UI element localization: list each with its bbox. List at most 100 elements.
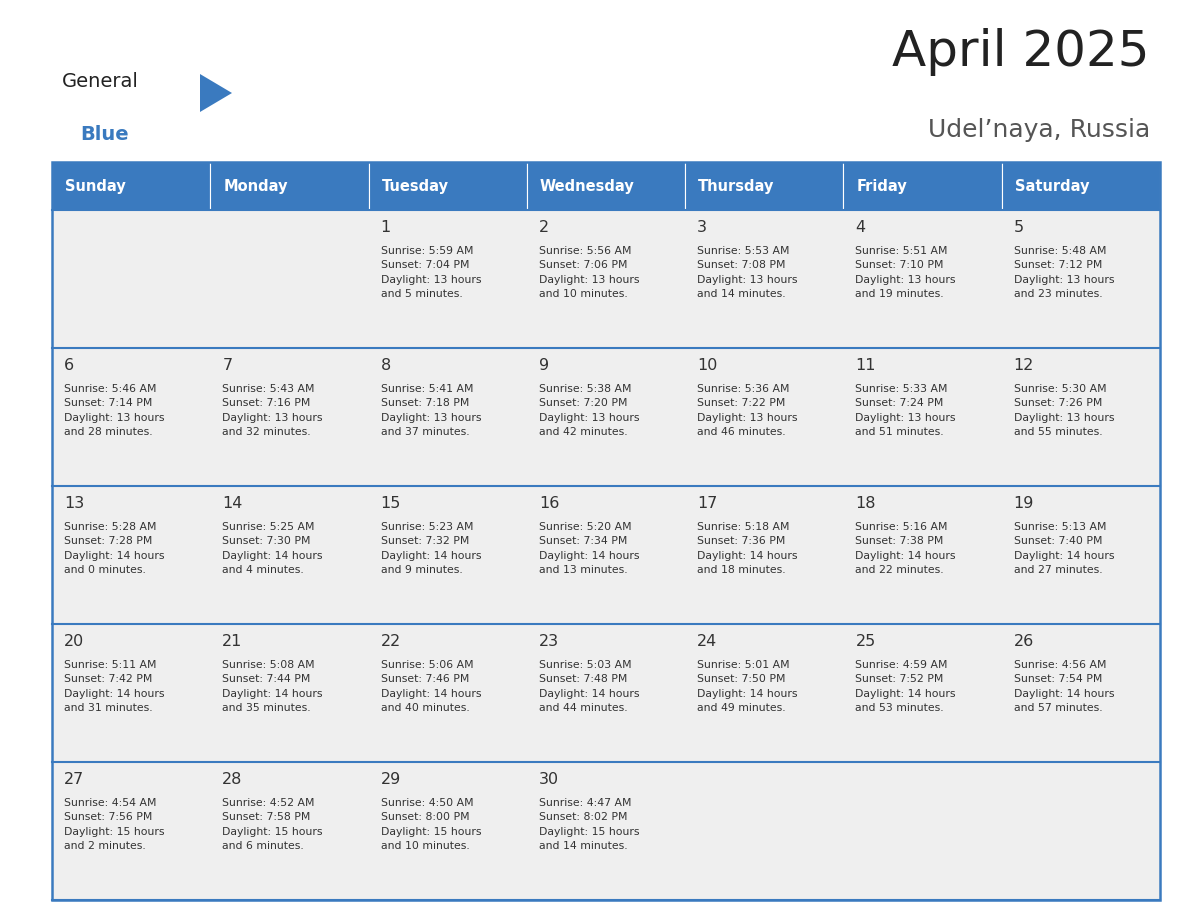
Text: 20: 20 (64, 634, 84, 649)
Bar (368, 210, 526, 348)
Text: 29: 29 (380, 772, 400, 787)
Bar (368, 348, 526, 486)
Text: 9: 9 (539, 358, 549, 373)
Text: 21: 21 (222, 634, 242, 649)
Bar (52, 162, 1159, 900)
Bar (368, 162, 526, 210)
Text: Sunrise: 5:59 AM
Sunset: 7:04 PM
Daylight: 13 hours
and 5 minutes.: Sunrise: 5:59 AM Sunset: 7:04 PM Dayligh… (380, 246, 481, 299)
Text: Tuesday: Tuesday (381, 178, 449, 194)
Bar (843, 348, 1001, 486)
Text: Sunrise: 5:48 AM
Sunset: 7:12 PM
Daylight: 13 hours
and 23 minutes.: Sunrise: 5:48 AM Sunset: 7:12 PM Dayligh… (1013, 246, 1114, 299)
Text: Sunrise: 5:28 AM
Sunset: 7:28 PM
Daylight: 14 hours
and 0 minutes.: Sunrise: 5:28 AM Sunset: 7:28 PM Dayligh… (64, 522, 164, 576)
Text: 28: 28 (222, 772, 242, 787)
Text: 26: 26 (1013, 634, 1034, 649)
Bar (210, 162, 368, 210)
Text: Friday: Friday (857, 178, 908, 194)
Bar (843, 762, 1001, 900)
Text: Sunrise: 5:08 AM
Sunset: 7:44 PM
Daylight: 14 hours
and 35 minutes.: Sunrise: 5:08 AM Sunset: 7:44 PM Dayligh… (222, 660, 323, 713)
Text: Sunrise: 5:51 AM
Sunset: 7:10 PM
Daylight: 13 hours
and 19 minutes.: Sunrise: 5:51 AM Sunset: 7:10 PM Dayligh… (855, 246, 956, 299)
Text: 7: 7 (222, 358, 233, 373)
Bar (685, 210, 843, 348)
Text: Sunrise: 5:06 AM
Sunset: 7:46 PM
Daylight: 14 hours
and 40 minutes.: Sunrise: 5:06 AM Sunset: 7:46 PM Dayligh… (380, 660, 481, 713)
Bar (1001, 348, 1159, 486)
Polygon shape (200, 74, 232, 112)
Text: Sunrise: 5:01 AM
Sunset: 7:50 PM
Daylight: 14 hours
and 49 minutes.: Sunrise: 5:01 AM Sunset: 7:50 PM Dayligh… (697, 660, 797, 713)
Bar (52, 162, 210, 210)
Bar (1001, 210, 1159, 348)
Bar (685, 162, 843, 210)
Text: Sunrise: 5:33 AM
Sunset: 7:24 PM
Daylight: 13 hours
and 51 minutes.: Sunrise: 5:33 AM Sunset: 7:24 PM Dayligh… (855, 384, 956, 437)
Text: April 2025: April 2025 (892, 28, 1150, 76)
Text: Udel’naya, Russia: Udel’naya, Russia (928, 118, 1150, 142)
Text: 11: 11 (855, 358, 876, 373)
Text: Sunrise: 5:56 AM
Sunset: 7:06 PM
Daylight: 13 hours
and 10 minutes.: Sunrise: 5:56 AM Sunset: 7:06 PM Dayligh… (539, 246, 639, 299)
Text: Monday: Monday (223, 178, 287, 194)
Text: Sunrise: 4:52 AM
Sunset: 7:58 PM
Daylight: 15 hours
and 6 minutes.: Sunrise: 4:52 AM Sunset: 7:58 PM Dayligh… (222, 798, 323, 851)
Bar (52, 348, 210, 486)
Text: 16: 16 (539, 496, 560, 511)
Bar (843, 210, 1001, 348)
Text: 1: 1 (380, 220, 391, 235)
Text: Thursday: Thursday (699, 178, 775, 194)
Text: Sunrise: 4:56 AM
Sunset: 7:54 PM
Daylight: 14 hours
and 57 minutes.: Sunrise: 4:56 AM Sunset: 7:54 PM Dayligh… (1013, 660, 1114, 713)
Text: Sunrise: 5:46 AM
Sunset: 7:14 PM
Daylight: 13 hours
and 28 minutes.: Sunrise: 5:46 AM Sunset: 7:14 PM Dayligh… (64, 384, 164, 437)
Text: 27: 27 (64, 772, 84, 787)
Text: 6: 6 (64, 358, 74, 373)
Text: 4: 4 (855, 220, 866, 235)
Bar (52, 210, 210, 348)
Bar (368, 624, 526, 762)
Text: 10: 10 (697, 358, 718, 373)
Text: Sunrise: 4:47 AM
Sunset: 8:02 PM
Daylight: 15 hours
and 14 minutes.: Sunrise: 4:47 AM Sunset: 8:02 PM Dayligh… (539, 798, 639, 851)
Text: 22: 22 (380, 634, 400, 649)
Text: Sunrise: 5:38 AM
Sunset: 7:20 PM
Daylight: 13 hours
and 42 minutes.: Sunrise: 5:38 AM Sunset: 7:20 PM Dayligh… (539, 384, 639, 437)
Text: Sunrise: 5:20 AM
Sunset: 7:34 PM
Daylight: 14 hours
and 13 minutes.: Sunrise: 5:20 AM Sunset: 7:34 PM Dayligh… (539, 522, 639, 576)
Bar (52, 486, 210, 624)
Bar (685, 624, 843, 762)
Text: 19: 19 (1013, 496, 1034, 511)
Text: General: General (62, 72, 139, 91)
Text: 17: 17 (697, 496, 718, 511)
Text: 8: 8 (380, 358, 391, 373)
Text: Sunrise: 5:53 AM
Sunset: 7:08 PM
Daylight: 13 hours
and 14 minutes.: Sunrise: 5:53 AM Sunset: 7:08 PM Dayligh… (697, 246, 797, 299)
Bar (1001, 162, 1159, 210)
Text: Sunrise: 5:03 AM
Sunset: 7:48 PM
Daylight: 14 hours
and 44 minutes.: Sunrise: 5:03 AM Sunset: 7:48 PM Dayligh… (539, 660, 639, 713)
Bar (685, 486, 843, 624)
Bar (843, 624, 1001, 762)
Text: 18: 18 (855, 496, 876, 511)
Text: 14: 14 (222, 496, 242, 511)
Text: Sunrise: 5:18 AM
Sunset: 7:36 PM
Daylight: 14 hours
and 18 minutes.: Sunrise: 5:18 AM Sunset: 7:36 PM Dayligh… (697, 522, 797, 576)
Bar (843, 486, 1001, 624)
Bar (368, 762, 526, 900)
Text: Sunrise: 5:13 AM
Sunset: 7:40 PM
Daylight: 14 hours
and 27 minutes.: Sunrise: 5:13 AM Sunset: 7:40 PM Dayligh… (1013, 522, 1114, 576)
Bar (1001, 762, 1159, 900)
Text: 3: 3 (697, 220, 707, 235)
Text: 30: 30 (539, 772, 560, 787)
Text: Sunrise: 5:36 AM
Sunset: 7:22 PM
Daylight: 13 hours
and 46 minutes.: Sunrise: 5:36 AM Sunset: 7:22 PM Dayligh… (697, 384, 797, 437)
Text: Sunrise: 5:11 AM
Sunset: 7:42 PM
Daylight: 14 hours
and 31 minutes.: Sunrise: 5:11 AM Sunset: 7:42 PM Dayligh… (64, 660, 164, 713)
Text: 13: 13 (64, 496, 84, 511)
Text: 24: 24 (697, 634, 718, 649)
Bar (1001, 486, 1159, 624)
Text: 2: 2 (539, 220, 549, 235)
Bar (368, 486, 526, 624)
Text: Sunrise: 4:54 AM
Sunset: 7:56 PM
Daylight: 15 hours
and 2 minutes.: Sunrise: 4:54 AM Sunset: 7:56 PM Dayligh… (64, 798, 164, 851)
Bar (685, 762, 843, 900)
Text: Sunrise: 5:30 AM
Sunset: 7:26 PM
Daylight: 13 hours
and 55 minutes.: Sunrise: 5:30 AM Sunset: 7:26 PM Dayligh… (1013, 384, 1114, 437)
Text: Sunrise: 5:23 AM
Sunset: 7:32 PM
Daylight: 14 hours
and 9 minutes.: Sunrise: 5:23 AM Sunset: 7:32 PM Dayligh… (380, 522, 481, 576)
Bar (526, 762, 685, 900)
Bar (526, 348, 685, 486)
Text: Sunrise: 5:16 AM
Sunset: 7:38 PM
Daylight: 14 hours
and 22 minutes.: Sunrise: 5:16 AM Sunset: 7:38 PM Dayligh… (855, 522, 956, 576)
Text: 23: 23 (539, 634, 560, 649)
Bar (1001, 624, 1159, 762)
Text: 12: 12 (1013, 358, 1034, 373)
Text: Wednesday: Wednesday (539, 178, 634, 194)
Text: Saturday: Saturday (1015, 178, 1089, 194)
Bar (52, 762, 210, 900)
Bar (210, 348, 368, 486)
Bar (526, 486, 685, 624)
Bar (526, 162, 685, 210)
Text: Sunday: Sunday (65, 178, 126, 194)
Text: Sunrise: 4:59 AM
Sunset: 7:52 PM
Daylight: 14 hours
and 53 minutes.: Sunrise: 4:59 AM Sunset: 7:52 PM Dayligh… (855, 660, 956, 713)
Bar (52, 624, 210, 762)
Text: 25: 25 (855, 634, 876, 649)
